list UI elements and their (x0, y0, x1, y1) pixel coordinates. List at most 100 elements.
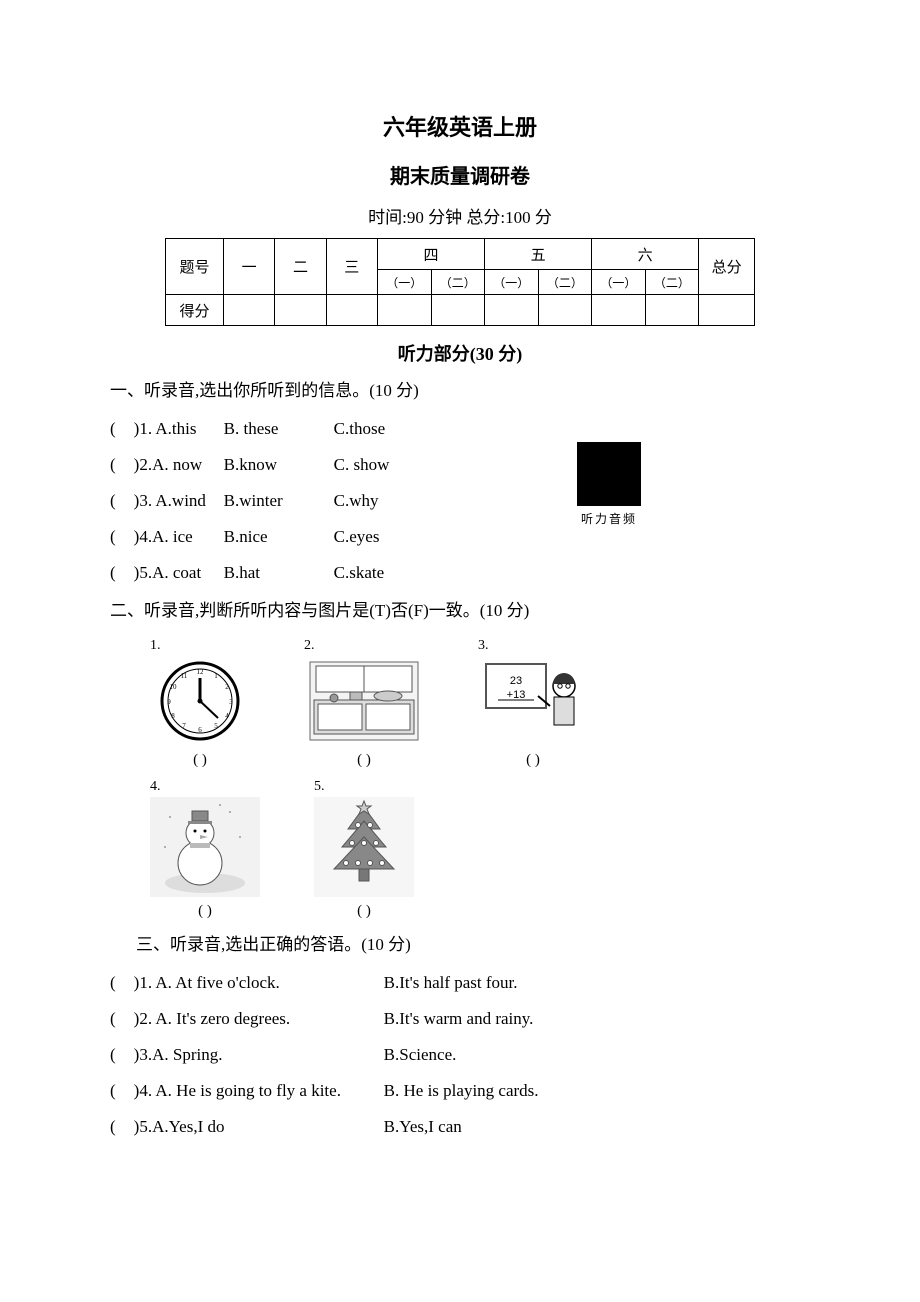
svg-text:5: 5 (214, 722, 218, 730)
score-cell (645, 295, 699, 326)
q3-3-a: )3.A. Spring. (134, 1038, 384, 1072)
svg-text:8: 8 (171, 712, 175, 720)
q1-4: ()4.A. iceB.niceC.eyes (110, 520, 810, 554)
kitchen-icon (304, 656, 424, 746)
score-cell (485, 295, 539, 326)
pic-item-4: 4. ( ) (150, 779, 260, 920)
q3-4: ()4. A. He is going to fly a kite.B. He … (110, 1074, 810, 1108)
q1-2-b: B.know (224, 448, 334, 482)
score-cell (377, 295, 431, 326)
pic-caption: ( ) (150, 903, 260, 920)
pic-row-2: 4. ( ) 5. (150, 779, 810, 920)
q1-3-c: C.why (334, 484, 379, 518)
pic-item-5: 5. ( ) (314, 779, 414, 920)
th-1: 一 (223, 239, 274, 295)
svg-text:3: 3 (229, 698, 233, 706)
pic-caption: ( ) (314, 903, 414, 920)
score-cell (275, 295, 326, 326)
svg-text:9: 9 (167, 698, 171, 706)
q3-3: ()3.A. Spring.B.Science. (110, 1038, 810, 1072)
snowman-icon (150, 797, 260, 897)
th-4-1: （一） (377, 270, 431, 295)
pic-num-2: 2. (304, 638, 424, 654)
q1-2: ()2.A. nowB.knowC. show (110, 448, 810, 482)
q1-3-b: B.winter (224, 484, 334, 518)
svg-text:2: 2 (225, 683, 229, 691)
q1-1-a: )1. A.this (134, 412, 224, 446)
score-cell (538, 295, 592, 326)
pic-caption: ( ) (478, 752, 588, 769)
pic-num-1: 1. (150, 638, 250, 654)
q1-1: ()1. A.thisB. theseC.those (110, 412, 810, 446)
svg-text:7: 7 (182, 722, 186, 730)
th-6-2: （二） (645, 270, 699, 295)
pic-num-5: 5. (314, 779, 414, 795)
pic-num-3: 3. (478, 638, 588, 654)
th-5-1: （一） (485, 270, 539, 295)
q1-4-b: B.nice (224, 520, 334, 554)
pic-item-1: 1. 1212 345 678 91011 ( ) (150, 638, 250, 769)
listening-heading: 听力部分(30 分) (110, 340, 810, 366)
svg-text:4: 4 (225, 712, 229, 720)
score-cell (223, 295, 274, 326)
qr-label: 听力音频 (570, 510, 648, 527)
score-cell (431, 295, 485, 326)
th-tihao: 题号 (166, 239, 224, 295)
q1-1-c: C.those (334, 412, 385, 446)
pic-caption: ( ) (150, 752, 250, 769)
svg-text:11: 11 (181, 672, 188, 680)
q3-2-b: B.It's warm and rainy. (384, 1002, 534, 1036)
th-total: 总分 (699, 239, 755, 295)
svg-text:6: 6 (198, 726, 202, 734)
th-6: 六 (592, 239, 699, 270)
q1-3-a: )3. A.wind (134, 484, 224, 518)
title-main: 六年级英语上册 (110, 110, 810, 142)
th-4: 四 (377, 239, 484, 270)
section-2-title: 二、听录音,判断所听内容与图片是(T)否(F)一致。(10 分) (110, 594, 810, 628)
q3-3-b: B.Science. (384, 1038, 457, 1072)
pic-caption: ( ) (304, 752, 424, 769)
q3-4-a: )4. A. He is going to fly a kite. (134, 1074, 384, 1108)
score-cell (326, 295, 377, 326)
q3-4-b: B. He is playing cards. (384, 1074, 539, 1108)
section-3-title: 三、听录音,选出正确的答语。(10 分) (110, 928, 810, 962)
christmas-tree-icon (314, 797, 414, 897)
q3-5: ()5.A.Yes,I doB.Yes,I can (110, 1110, 810, 1144)
q3-5-b: B.Yes,I can (384, 1110, 462, 1144)
q1-2-c: C. show (334, 448, 390, 482)
q1-2-a: )2.A. now (134, 448, 224, 482)
th-6-1: （一） (592, 270, 646, 295)
pic-item-2: 2. ( ) (304, 638, 424, 769)
q3-1-a: )1. A. At five o'clock. (134, 966, 384, 1000)
q3-1: ()1. A. At five o'clock.B.It's half past… (110, 966, 810, 1000)
q1-1-b: B. these (224, 412, 334, 446)
th-4-2: （二） (431, 270, 485, 295)
th-5-2: （二） (538, 270, 592, 295)
qr-block: 听力音频 (570, 442, 648, 527)
q1-5-c: C.skate (334, 556, 385, 590)
score-table: 题号 一 二 三 四 五 六 总分 （一） （二） （一） （二） （一） （二… (165, 238, 755, 326)
section-1-title: 一、听录音,选出你所听到的信息。(10 分) (110, 374, 810, 408)
pic-item-3: 3. 23 +13 ( ) (478, 638, 588, 769)
qr-code-icon (577, 442, 641, 506)
score-cell (592, 295, 646, 326)
q3-1-b: B.It's half past four. (384, 966, 518, 1000)
row-score-label: 得分 (166, 295, 224, 326)
q1-5: ()5.A. coatB.hatC.skate (110, 556, 810, 590)
q3-2-a: )2. A. It's zero degrees. (134, 1002, 384, 1036)
th-3: 三 (326, 239, 377, 295)
th-5: 五 (485, 239, 592, 270)
svg-text:+13: +13 (507, 689, 526, 701)
q1-4-c: C.eyes (334, 520, 380, 554)
title-sub: 期末质量调研卷 (110, 160, 810, 189)
meta-line: 时间:90 分钟 总分:100 分 (110, 203, 810, 228)
svg-text:23: 23 (510, 675, 522, 687)
q3-5-a: )5.A.Yes,I do (134, 1110, 384, 1144)
teacher-icon: 23 +13 (478, 656, 588, 746)
q1-5-a: )5.A. coat (134, 556, 224, 590)
q1-3: ()3. A.windB.winterC.why (110, 484, 810, 518)
pic-row-1: 1. 1212 345 678 91011 ( ) 2. (150, 638, 810, 769)
svg-text:10: 10 (170, 683, 178, 691)
score-cell (699, 295, 755, 326)
q1-4-a: )4.A. ice (134, 520, 224, 554)
